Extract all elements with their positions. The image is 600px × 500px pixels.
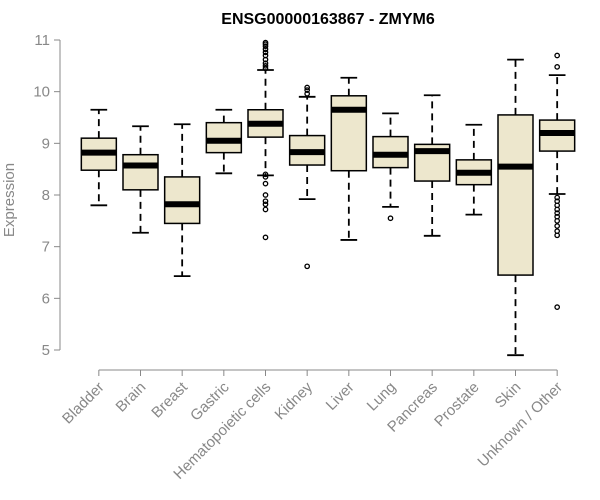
y-axis: 5 6 7 8 9 10 11 (33, 32, 61, 359)
outlier-point (262, 39, 269, 46)
iqr-box (163, 176, 201, 225)
outlier-point (262, 43, 269, 50)
outlier-point (262, 65, 269, 72)
box-group (413, 94, 451, 237)
outlier-point (262, 206, 269, 213)
plot-area (80, 39, 576, 357)
outlier-point (262, 192, 269, 198)
y-tick-label: 5 (42, 342, 50, 359)
box-group (288, 84, 326, 270)
box-group (372, 112, 409, 222)
outlier-point (304, 90, 311, 97)
outlier-point (387, 215, 394, 222)
y-tick-label: 10 (33, 84, 50, 101)
outlier-point (262, 180, 269, 187)
box-group (247, 39, 284, 241)
outlier-point (262, 234, 269, 241)
outlier-point (262, 62, 269, 69)
iqr-box (497, 114, 534, 276)
outlier-point (262, 52, 269, 59)
outlier-point (554, 223, 561, 229)
y-tick-label: 6 (42, 290, 50, 307)
chart-title: ENSG00000163867 - ZMYM6 (221, 11, 435, 28)
x-tick-label: Prostate (431, 379, 483, 431)
box-group (538, 52, 576, 310)
outlier-point (304, 87, 311, 93)
x-tick-label: Kidney (272, 378, 317, 423)
outlier-point (304, 84, 311, 91)
x-tick-label: Bladder (59, 379, 108, 428)
y-tick-label: 9 (42, 135, 50, 152)
x-tick-label: Breast (148, 378, 191, 421)
box-group (330, 76, 368, 241)
outlier-point (262, 60, 269, 67)
outlier-point (304, 263, 311, 270)
box-group (80, 108, 118, 207)
y-axis-label: Expression (1, 163, 18, 237)
outlier-point (554, 64, 561, 70)
x-tick-label: Lung (364, 379, 400, 415)
y-tick-label: 11 (34, 32, 50, 49)
outlier-point (262, 46, 269, 53)
outlier-point (262, 171, 269, 178)
outlier-point (554, 198, 561, 205)
iqr-box (205, 121, 243, 154)
outlier-point (554, 52, 561, 59)
outlier-point (262, 198, 269, 205)
box-group (497, 58, 534, 357)
x-tick-label: Liver (323, 379, 358, 414)
outlier-point (554, 228, 561, 235)
iqr-box (122, 153, 159, 191)
outlier-point (554, 304, 561, 310)
outlier-point (262, 49, 269, 56)
outlier-point (554, 213, 561, 220)
y-tick-label: 8 (42, 187, 50, 204)
box-group (163, 123, 201, 278)
outlier-point (262, 201, 269, 208)
x-tick-label: Brain (113, 379, 150, 416)
box-group (455, 123, 493, 216)
box-group (205, 108, 243, 175)
outlier-point (262, 174, 269, 180)
outlier-point (554, 210, 561, 216)
y-tick-label: 7 (42, 239, 50, 256)
x-tick-label: Skin (492, 379, 525, 412)
box-group (122, 125, 159, 234)
outlier-point (554, 194, 561, 201)
